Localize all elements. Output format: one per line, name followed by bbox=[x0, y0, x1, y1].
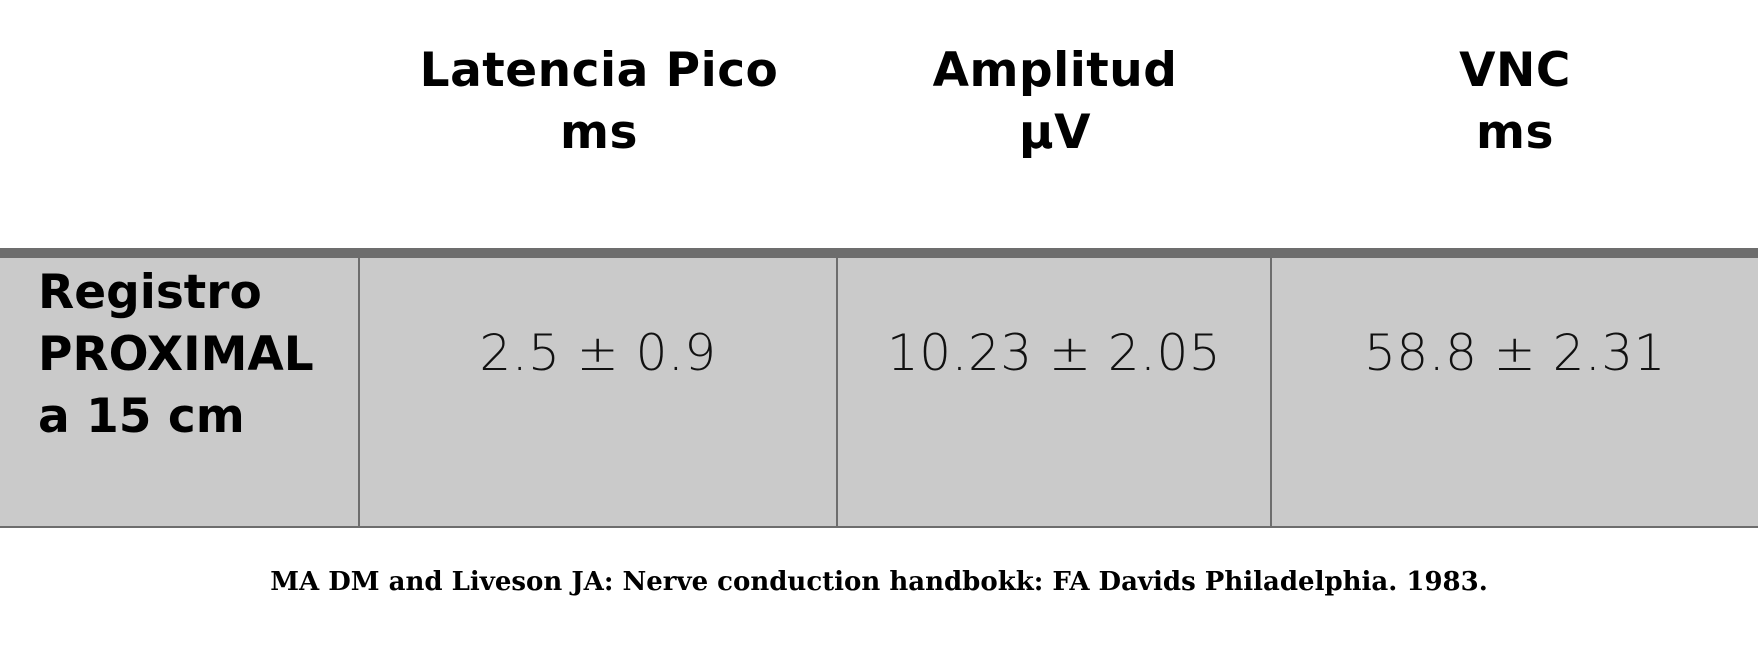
row-label-line: PROXIMAL bbox=[38, 327, 314, 382]
table-top-rule bbox=[0, 248, 1758, 258]
column-header-title: Latencia Pico bbox=[419, 43, 779, 98]
table-cell-amplitud: 10.23 ± 2.05 bbox=[838, 258, 1272, 526]
column-header-title: Amplitud bbox=[932, 43, 1178, 98]
cell-value: 2.5 ± 0.9 bbox=[479, 324, 717, 382]
column-header-latencia-pico: Latencia Pico ms bbox=[360, 40, 838, 164]
column-header-unit: ms bbox=[560, 105, 638, 160]
column-header-unit: ms bbox=[1476, 105, 1554, 160]
citation-text: MA DM and Liveson JA: Nerve conduction h… bbox=[270, 567, 1488, 597]
table-cell-vnc: 58.8 ± 2.31 bbox=[1272, 258, 1758, 526]
row-label: Registro PROXIMAL a 15 cm bbox=[38, 262, 314, 448]
row-label-cell: Registro PROXIMAL a 15 cm bbox=[0, 258, 360, 526]
cell-value: 58.8 ± 2.31 bbox=[1364, 324, 1666, 382]
row-label-line: Registro bbox=[38, 265, 262, 320]
table-row: Registro PROXIMAL a 15 cm 2.5 ± 0.9 10.2… bbox=[0, 258, 1758, 528]
cell-value: 10.23 ± 2.05 bbox=[886, 324, 1222, 382]
column-header-unit: µV bbox=[1019, 105, 1091, 160]
table-cell-latencia: 2.5 ± 0.9 bbox=[360, 258, 838, 526]
column-header-title: VNC bbox=[1459, 43, 1571, 98]
table-header-row: Latencia Pico ms Amplitud µV VNC ms bbox=[0, 0, 1758, 248]
column-header-vnc: VNC ms bbox=[1272, 40, 1758, 164]
row-label-line: a 15 cm bbox=[38, 389, 245, 444]
column-header-amplitud: Amplitud µV bbox=[838, 40, 1272, 164]
